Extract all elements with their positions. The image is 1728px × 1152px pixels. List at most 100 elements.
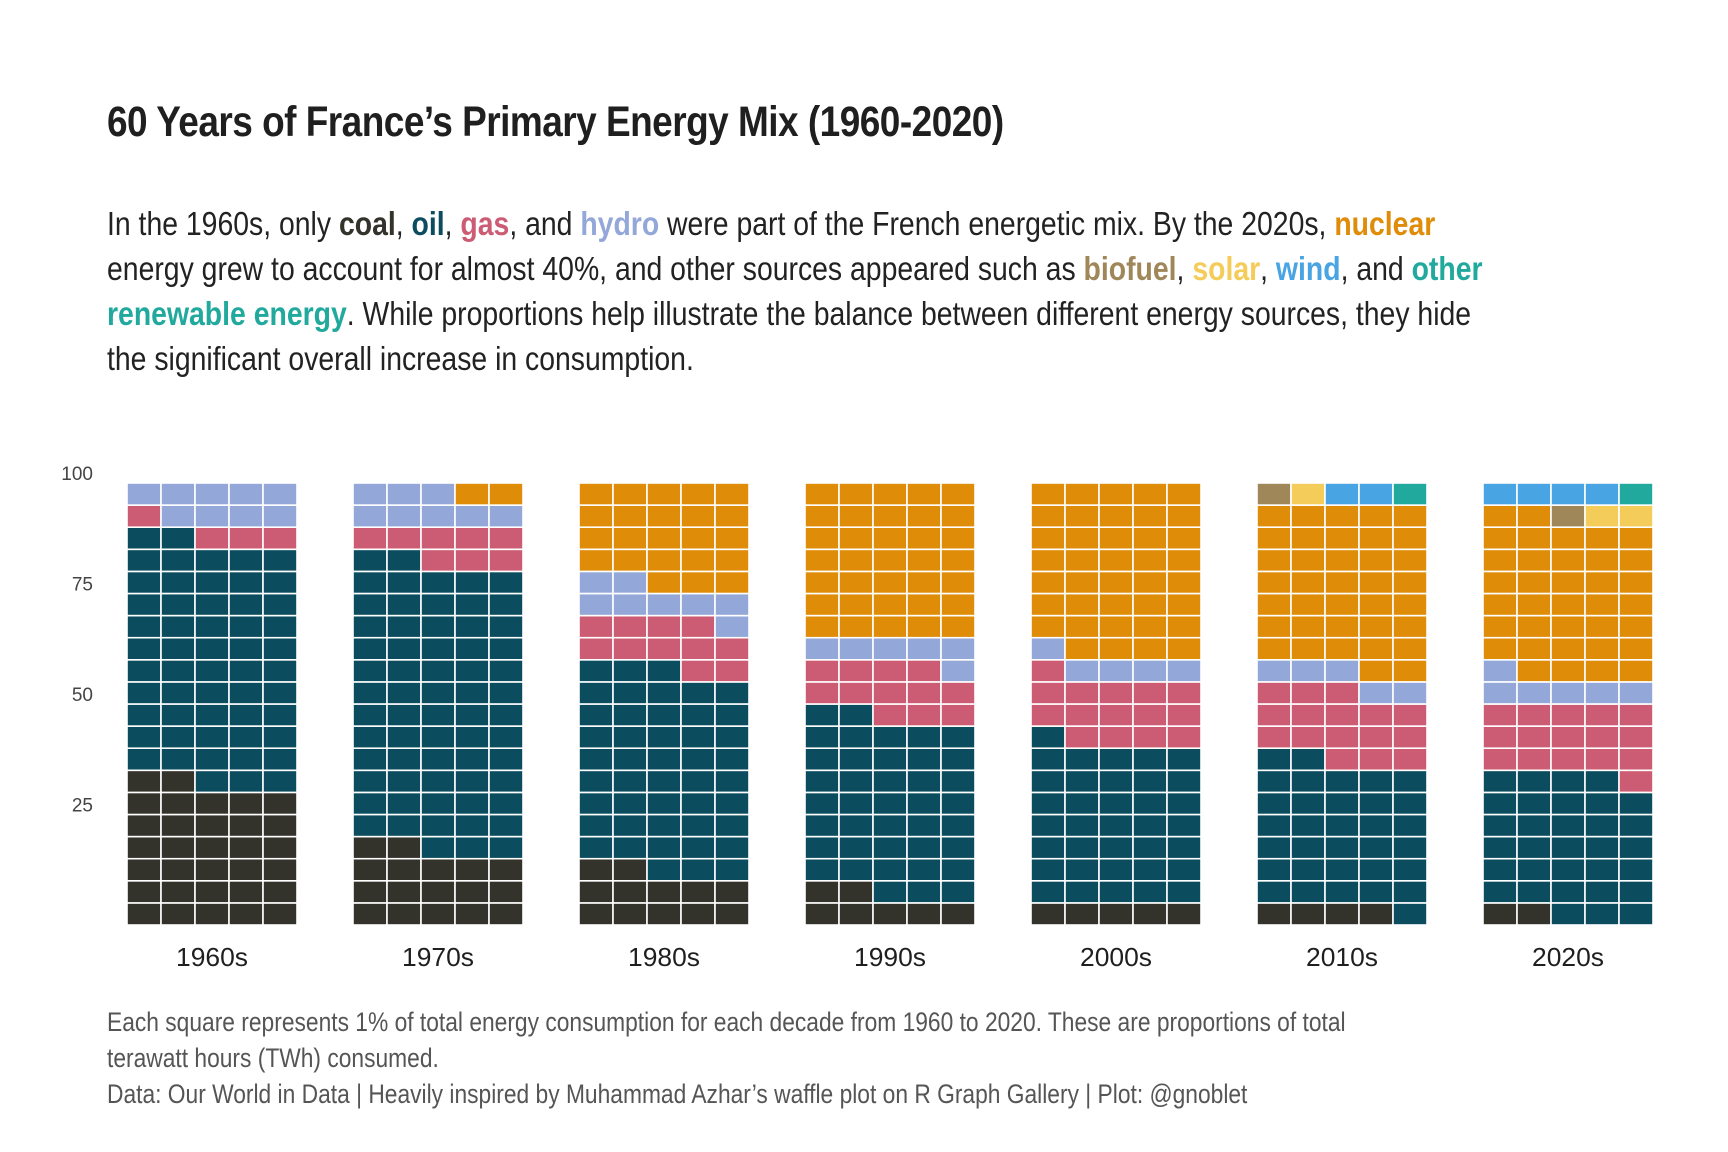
waffle-cell-oil bbox=[1064, 747, 1100, 772]
waffle-cell-oil bbox=[1584, 835, 1620, 860]
waffle-cell-nuclear bbox=[612, 548, 648, 573]
waffle-cell-nuclear bbox=[906, 504, 942, 529]
waffle-cell-oil bbox=[838, 813, 874, 838]
waffle-cell-nuclear bbox=[1482, 636, 1518, 661]
waffle-cell-hydro bbox=[1166, 658, 1202, 683]
subtitle-text: , bbox=[444, 205, 461, 242]
waffle-cell-wind bbox=[1550, 482, 1586, 506]
waffle-cell-solar bbox=[1618, 504, 1654, 529]
waffle-cell-oil bbox=[578, 813, 614, 838]
waffle-cell-oil bbox=[612, 725, 648, 749]
waffle-cell-coal bbox=[1098, 902, 1134, 926]
waffle-cell-nuclear bbox=[906, 548, 942, 573]
waffle-cell-hydro bbox=[872, 636, 908, 661]
waffle-cell-oil bbox=[1550, 835, 1586, 860]
waffle-cell-gas bbox=[1516, 747, 1552, 772]
waffle-cell-coal bbox=[228, 791, 264, 816]
waffle-cell-oil bbox=[160, 681, 196, 705]
waffle-cell-oil bbox=[1064, 813, 1100, 838]
waffle-cell-nuclear bbox=[646, 482, 682, 506]
waffle-cell-oil bbox=[1256, 857, 1292, 882]
waffle-cell-solar bbox=[1584, 504, 1620, 529]
waffle-cell-oil bbox=[1584, 879, 1620, 904]
subtitle-keyword-solar: solar bbox=[1192, 250, 1261, 287]
waffle-cell-nuclear bbox=[940, 614, 976, 639]
waffle-cell-nuclear bbox=[1256, 526, 1292, 551]
waffle-cell-nuclear bbox=[1392, 526, 1428, 551]
waffle-cell-gas bbox=[1324, 681, 1360, 705]
waffle-cell-coal bbox=[1064, 902, 1100, 926]
waffle-cell-hydro bbox=[804, 636, 840, 661]
waffle-panel-1980s bbox=[578, 482, 750, 926]
waffle-cell-nuclear bbox=[1166, 526, 1202, 551]
waffle-cell-gas bbox=[1392, 747, 1428, 772]
waffle-cell-hydro bbox=[1358, 681, 1394, 705]
waffle-cell-oil bbox=[1166, 747, 1202, 772]
waffle-cell-oil bbox=[1584, 791, 1620, 816]
waffle-cell-coal bbox=[1030, 902, 1066, 926]
waffle-cell-gas bbox=[1256, 703, 1292, 727]
waffle-cell-oil bbox=[1482, 835, 1518, 860]
caption-line-1: Each square represents 1% of total energ… bbox=[107, 1007, 1346, 1037]
waffle-cell-oil bbox=[1584, 902, 1620, 926]
waffle-cell-oil bbox=[1064, 835, 1100, 860]
waffle-cell-oil bbox=[1132, 747, 1168, 772]
waffle-cell-nuclear bbox=[1030, 504, 1066, 529]
waffle-cell-nuclear bbox=[1064, 504, 1100, 529]
waffle-cell-oil bbox=[714, 791, 750, 816]
waffle-cell-nuclear bbox=[1132, 614, 1168, 639]
waffle-cell-nuclear bbox=[1064, 614, 1100, 639]
waffle-cell-gas bbox=[1358, 703, 1394, 727]
waffle-cell-nuclear bbox=[872, 482, 908, 506]
waffle-cell-oil bbox=[680, 747, 716, 772]
waffle-cell-nuclear bbox=[1392, 548, 1428, 573]
waffle-cell-gas bbox=[126, 504, 162, 529]
waffle-cell-hydro bbox=[1030, 636, 1066, 661]
waffle-cell-gas bbox=[804, 681, 840, 705]
waffle-cell-nuclear bbox=[1064, 570, 1100, 595]
waffle-cell-oil bbox=[646, 703, 682, 727]
waffle-cell-oil bbox=[386, 614, 422, 639]
subtitle-text: energy grew to account for almost 40%, a… bbox=[107, 250, 1084, 287]
waffle-cell-nuclear bbox=[578, 482, 614, 506]
waffle-cell-oil bbox=[578, 703, 614, 727]
waffle-cell-oil bbox=[1482, 813, 1518, 838]
waffle-cell-oil bbox=[714, 857, 750, 882]
waffle-cell-oil bbox=[420, 835, 456, 860]
waffle-cell-oil bbox=[386, 658, 422, 683]
waffle-cell-gas bbox=[714, 658, 750, 683]
waffle-cell-gas bbox=[1290, 703, 1326, 727]
waffle-cell-coal bbox=[420, 879, 456, 904]
waffle-cell-nuclear bbox=[1290, 636, 1326, 661]
waffle-cell-gas bbox=[1166, 725, 1202, 749]
subtitle-keyword-hydro: hydro bbox=[580, 205, 660, 242]
waffle-cell-oil bbox=[1618, 791, 1654, 816]
waffle-cell-nuclear bbox=[1030, 548, 1066, 573]
waffle-cell-nuclear bbox=[1166, 614, 1202, 639]
waffle-cell-nuclear bbox=[1290, 504, 1326, 529]
waffle-cell-oil bbox=[906, 835, 942, 860]
waffle-cell-oil bbox=[1290, 769, 1326, 794]
waffle-cell-coal bbox=[262, 879, 298, 904]
waffle-cell-gas bbox=[1482, 703, 1518, 727]
waffle-cell-nuclear bbox=[838, 482, 874, 506]
waffle-cell-oil bbox=[578, 769, 614, 794]
waffle-cell-coal bbox=[838, 879, 874, 904]
waffle-cell-oil bbox=[578, 791, 614, 816]
waffle-cell-nuclear bbox=[1358, 614, 1394, 639]
waffle-cell-gas bbox=[1132, 725, 1168, 749]
waffle-cell-hydro bbox=[906, 636, 942, 661]
waffle-cell-oil bbox=[420, 614, 456, 639]
waffle-cell-oil bbox=[1166, 813, 1202, 838]
waffle-cell-oil bbox=[1584, 857, 1620, 882]
waffle-cell-oil bbox=[1550, 857, 1586, 882]
waffle-cell-oil bbox=[1618, 813, 1654, 838]
waffle-cell-nuclear bbox=[1358, 592, 1394, 617]
waffle-cell-oil bbox=[352, 747, 388, 772]
waffle-cell-nuclear bbox=[1618, 570, 1654, 595]
waffle-cell-nuclear bbox=[1550, 592, 1586, 617]
waffle-cell-other bbox=[1392, 482, 1428, 506]
waffle-cell-oil bbox=[646, 725, 682, 749]
waffle-cell-oil bbox=[872, 747, 908, 772]
waffle-cell-oil bbox=[228, 636, 264, 661]
